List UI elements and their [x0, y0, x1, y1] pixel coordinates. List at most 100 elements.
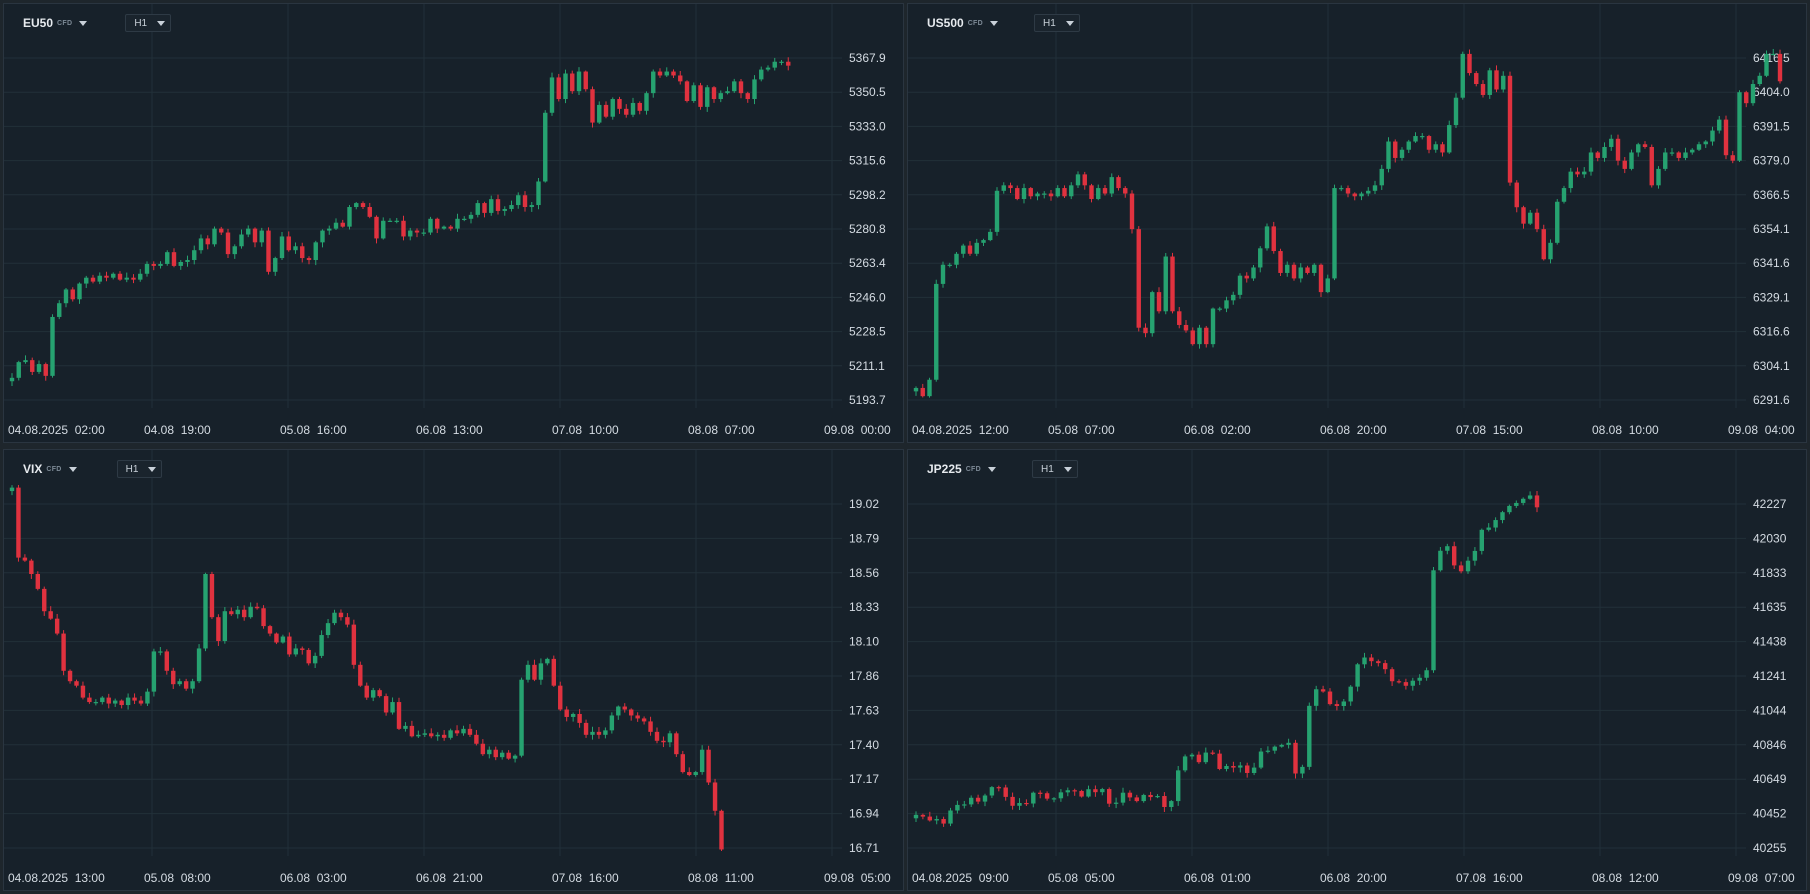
candle-body — [955, 804, 960, 811]
candle — [1750, 79, 1756, 106]
timeframe-selector[interactable]: H1 — [1032, 460, 1078, 478]
candle-body — [1521, 207, 1526, 224]
candle — [67, 669, 73, 684]
candle-body — [549, 77, 555, 113]
symbol-name[interactable]: JP225 — [927, 462, 962, 476]
candle — [287, 632, 292, 657]
candle — [536, 178, 541, 210]
timeframe-dropdown-icon[interactable] — [1065, 20, 1074, 26]
candle-body — [1386, 141, 1391, 169]
candle — [414, 228, 420, 238]
timeframe-dropdown-icon[interactable] — [1063, 466, 1072, 472]
candle-body — [989, 787, 995, 796]
candle-body — [667, 733, 673, 743]
candlestick-chart[interactable]: 19.02 18.79 18.56 18.33 18.10 17.86 17.63 17.40… — [4, 450, 903, 890]
candle-body — [461, 728, 466, 734]
candlestick-chart[interactable]: 5367.9 5350.5 5333.0 5315.6 5298.2 5280.8 5263… — [4, 4, 903, 442]
candle — [48, 606, 53, 620]
candle-body — [1717, 119, 1722, 131]
candle-body — [1341, 701, 1346, 707]
candle-body — [273, 258, 278, 272]
y-axis-tick-label: 6316.6 — [1753, 325, 1790, 339]
candle-body — [428, 218, 433, 233]
candle-body — [467, 728, 473, 735]
candle — [259, 227, 264, 247]
candle — [940, 261, 946, 288]
symbol-dropdown-icon[interactable] — [988, 466, 996, 472]
candle-body — [1460, 53, 1465, 98]
candle — [1251, 264, 1256, 281]
candle — [1089, 183, 1094, 203]
candle — [1298, 263, 1303, 283]
candle — [1595, 151, 1600, 162]
y-axis-tick-label: 5350.5 — [849, 85, 886, 99]
symbol-name[interactable]: EU50 — [23, 16, 54, 30]
candle-body — [74, 681, 79, 686]
candle — [254, 602, 260, 610]
candle — [1314, 685, 1319, 711]
timeframe-selector[interactable]: H1 — [125, 14, 172, 32]
candle-body — [641, 718, 647, 722]
candle — [1588, 147, 1594, 176]
candle — [203, 572, 208, 652]
candle-body — [1010, 796, 1015, 806]
candle-body — [664, 71, 669, 76]
candle — [1327, 688, 1333, 706]
symbol-dropdown-icon[interactable] — [990, 20, 998, 26]
timeframe-selector[interactable]: H1 — [116, 460, 163, 478]
candle — [1079, 789, 1084, 798]
candle — [1334, 700, 1340, 711]
candle-body — [367, 207, 372, 217]
symbol-dropdown-icon[interactable] — [68, 466, 77, 472]
candle-body — [377, 690, 382, 697]
candle — [934, 815, 939, 825]
x-axis-tick-label: 07.08 15:00 — [1456, 423, 1523, 437]
symbol-name[interactable]: US500 — [927, 16, 964, 30]
candle-body — [1251, 267, 1256, 279]
candle-body — [345, 617, 350, 625]
candle — [1345, 185, 1351, 198]
candle — [1507, 71, 1513, 186]
chart-panel-jp225[interactable]: JP225 CFD H1 42227 42030 41833 41635 41438 41… — [907, 449, 1807, 891]
candle — [1278, 248, 1283, 277]
chart-panel-eu50[interactable]: EU50 CFD H1 5367.9 5350.5 5333.0 5315.6 5298… — [3, 3, 904, 443]
candle — [1433, 141, 1438, 153]
candle-body — [1183, 324, 1189, 331]
candle — [532, 659, 537, 682]
candle — [151, 261, 156, 271]
candle — [969, 795, 974, 807]
timeframe-label: H1 — [1043, 17, 1056, 29]
chart-panel-vix[interactable]: VIX CFD H1 19.02 18.79 18.56 18.33 18.10 17.8… — [3, 449, 904, 891]
candle-body — [1048, 193, 1054, 197]
candle — [1155, 794, 1160, 799]
candle — [549, 72, 555, 116]
candle-body — [306, 258, 312, 261]
candle — [1744, 90, 1749, 108]
candle — [454, 725, 460, 736]
candle-body — [1102, 188, 1108, 194]
candle-body — [674, 733, 679, 755]
candlestick-chart[interactable]: 6416.5 6404.0 6391.5 6379.0 6366.5 6354.1 6341… — [908, 4, 1806, 442]
timeframe-dropdown-icon[interactable] — [157, 20, 166, 26]
candle-body — [509, 205, 514, 209]
candle — [1003, 784, 1008, 801]
candle — [577, 709, 582, 728]
timeframe-selector[interactable]: H1 — [1034, 14, 1080, 32]
candle — [1406, 139, 1411, 153]
candle-body — [1417, 677, 1422, 681]
chart-panel-us500[interactable]: US500 CFD H1 6416.5 6404.0 6391.5 6379.0 636… — [907, 3, 1807, 443]
candle — [596, 727, 602, 739]
symbol-dropdown-icon[interactable] — [79, 20, 88, 26]
candle — [1251, 762, 1257, 776]
candle-body — [48, 611, 53, 619]
candle — [1196, 751, 1202, 764]
symbol-name[interactable]: VIX — [23, 462, 43, 476]
candle — [1447, 120, 1452, 154]
candle-body — [1458, 565, 1464, 572]
candle — [1486, 523, 1491, 532]
candlestick-chart[interactable]: 42227 42030 41833 41635 41438 41241 41044 40846… — [908, 450, 1806, 890]
timeframe-dropdown-icon[interactable] — [148, 466, 157, 472]
candle — [641, 716, 647, 725]
candle — [506, 750, 511, 760]
candle-body — [124, 277, 129, 280]
